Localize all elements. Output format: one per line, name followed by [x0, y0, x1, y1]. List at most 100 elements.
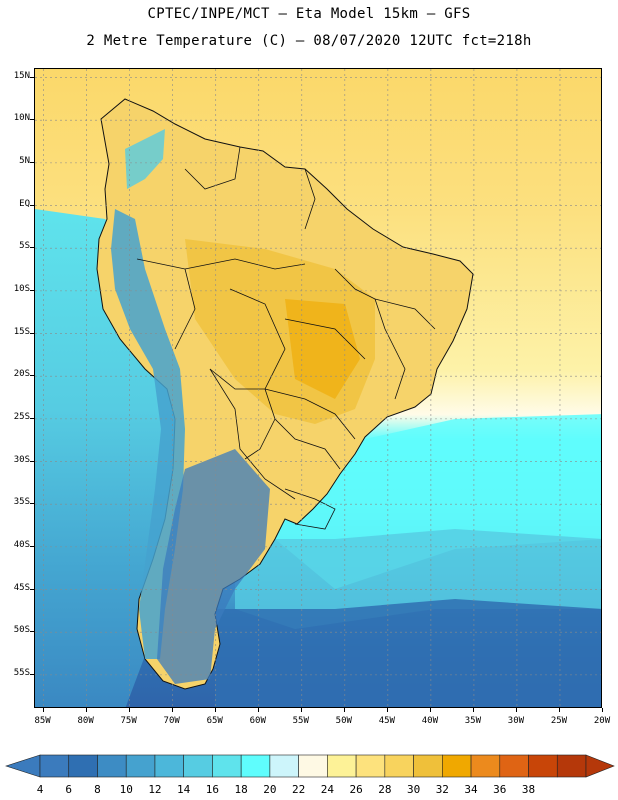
colorbar-label: 4: [36, 783, 44, 796]
lat-label: 40S: [13, 539, 30, 550]
lon-label: 55W: [292, 716, 309, 726]
lon-label: 20W: [593, 716, 611, 726]
lat-label: 20S: [13, 369, 30, 380]
lon-label: 25W: [550, 716, 568, 726]
colorbar-swatch: [154, 754, 184, 778]
lon-label: 50W: [335, 716, 352, 726]
colorbar-label: 34: [464, 783, 478, 796]
colorbar-label: 28: [378, 783, 392, 796]
lon-label: 70W: [163, 716, 180, 726]
colorbar-high-arrow: [585, 754, 615, 778]
lat-tick: [30, 588, 34, 590]
lon-tick: [42, 708, 44, 712]
lat-label: 15S: [13, 326, 30, 337]
colorbar-label: 20: [263, 783, 277, 796]
colorbar-swatch: [269, 754, 299, 778]
colorbar-swatch: [528, 754, 558, 778]
lat-tick: [30, 332, 34, 334]
lat-tick: [30, 119, 34, 121]
lon-tick: [85, 708, 87, 712]
colorbar-swatch: [125, 754, 156, 778]
andes-cold-ridge: [111, 209, 185, 659]
lat-label: 30S: [13, 454, 30, 465]
lat-tick: [30, 161, 34, 163]
colorbar-label: 38: [521, 783, 536, 796]
colorbar-swatch: [499, 754, 529, 778]
lat-label: 10S: [13, 283, 30, 294]
colorbar-swatch: [212, 754, 242, 778]
lon-tick: [171, 708, 173, 712]
colorbar-swatch: [298, 754, 328, 778]
lat-tick: [30, 460, 34, 462]
lon-label: 40W: [421, 716, 438, 726]
lat-label: 15N: [13, 70, 30, 81]
colorbar-swatch: [240, 754, 271, 778]
lon-label: 65W: [206, 716, 223, 726]
lat-tick: [30, 76, 34, 78]
colorbar-swatch: [384, 754, 414, 778]
lon-tick: [343, 708, 345, 712]
colorbar-label: 14: [177, 783, 191, 796]
lon-label: 80W: [77, 716, 94, 726]
lat-tick: [30, 375, 34, 377]
lat-label: 25S: [13, 411, 30, 422]
lat-label: 50S: [13, 625, 30, 636]
colorbar-swatch: [413, 754, 443, 778]
colorbar-label: 18: [234, 783, 248, 796]
map-title: CPTEC/INPE/MCT – Eta Model 15km – GFS: [147, 6, 471, 22]
colorbar-swatch: [470, 754, 501, 778]
colorbar-swatch: [442, 754, 472, 778]
lat-tick: [30, 503, 34, 505]
north-andes-cold: [125, 129, 165, 189]
colorbar-label: 30: [406, 783, 421, 796]
lon-label: 85W: [34, 716, 51, 726]
colorbar-label: 22: [292, 783, 306, 796]
lon-tick: [558, 708, 560, 712]
lat-label: 5N: [19, 155, 30, 166]
colorbar-label: 12: [148, 783, 162, 796]
lon-tick: [214, 708, 216, 712]
country-borders: [136, 146, 436, 530]
lon-tick: [602, 708, 603, 712]
lon-tick: [300, 708, 302, 712]
colorbar-label: 10: [119, 783, 133, 796]
colorbar-swatch: [556, 754, 587, 778]
hot-spot-central: [285, 299, 360, 399]
lat-label: 45S: [13, 582, 30, 593]
lon-tick: [429, 708, 431, 712]
colorbar-swatch: [68, 754, 98, 778]
lon-tick: [386, 708, 388, 712]
lat-label: EQ: [19, 198, 30, 209]
colorbar-label: 26: [349, 783, 363, 796]
lon-tick: [257, 708, 259, 712]
lat-tick: [30, 417, 34, 419]
colorbar-swatch: [97, 754, 127, 778]
lon-label: 30W: [507, 716, 525, 726]
lon-tick: [128, 708, 130, 712]
lon-label: 35W: [464, 716, 482, 726]
lat-label: 5S: [19, 241, 30, 252]
lat-label: 55S: [13, 667, 30, 678]
colorbar-label: 8: [94, 783, 101, 796]
temperature-colorbar: [5, 754, 615, 778]
lon-label: 75W: [120, 716, 137, 726]
colorbar-label: 16: [205, 783, 220, 796]
patagonia-cold-field: [157, 449, 270, 684]
colorbar-low-arrow: [5, 754, 41, 778]
lon-label: 45W: [378, 716, 395, 726]
lat-label: 10N: [13, 113, 30, 124]
colorbar-swatch: [355, 754, 386, 778]
lat-tick: [30, 289, 34, 291]
colorbar-label: 36: [493, 783, 507, 796]
lat-label: 35S: [13, 497, 30, 508]
colorbar-swatch: [183, 754, 213, 778]
temperature-map: [34, 68, 602, 708]
south-atlantic-deep-band: [215, 599, 601, 707]
lat-tick: [30, 631, 34, 633]
lat-tick: [30, 204, 34, 206]
lat-tick: [30, 673, 34, 675]
colorbar-swatch: [39, 754, 70, 778]
lat-tick: [30, 545, 34, 547]
lon-tick: [472, 708, 474, 712]
lon-tick: [515, 708, 517, 712]
